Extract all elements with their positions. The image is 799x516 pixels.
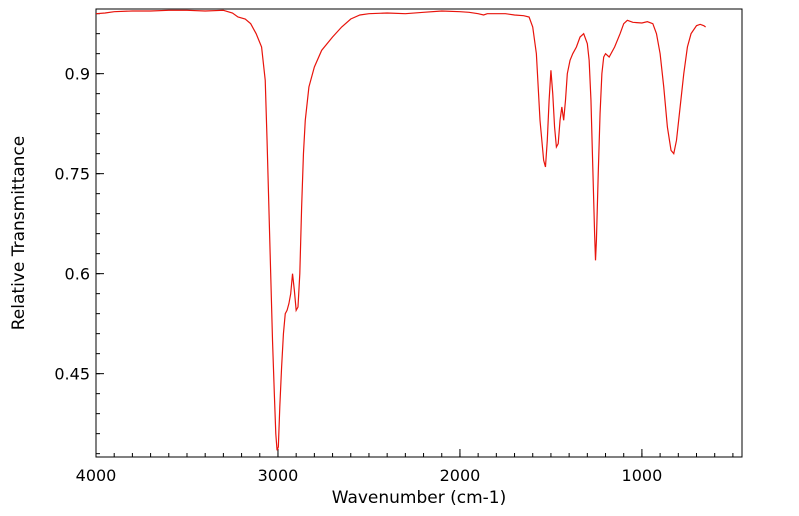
x-tick-label: 3000 — [258, 466, 299, 485]
y-tick-label: 0.75 — [54, 165, 90, 184]
y-tick-label: 0.9 — [65, 65, 90, 84]
x-axis-title: Wavenumber (cm-1) — [332, 488, 507, 508]
y-tick-labels: 0.45 0.6 0.75 0.9 — [54, 65, 90, 384]
x-tick-labels: 4000 3000 2000 1000 — [76, 466, 663, 485]
axis-ticks — [95, 13, 734, 457]
y-axis-title: Relative Transmittance — [9, 136, 29, 331]
x-tick-label: 1000 — [622, 466, 663, 485]
x-tick-label: 4000 — [76, 466, 117, 485]
x-tick-label: 2000 — [440, 466, 481, 485]
plot-frame — [95, 8, 743, 458]
y-tick-label: 0.6 — [65, 265, 90, 284]
spectrum-line — [95, 9, 706, 451]
y-tick-label: 0.45 — [54, 365, 90, 384]
